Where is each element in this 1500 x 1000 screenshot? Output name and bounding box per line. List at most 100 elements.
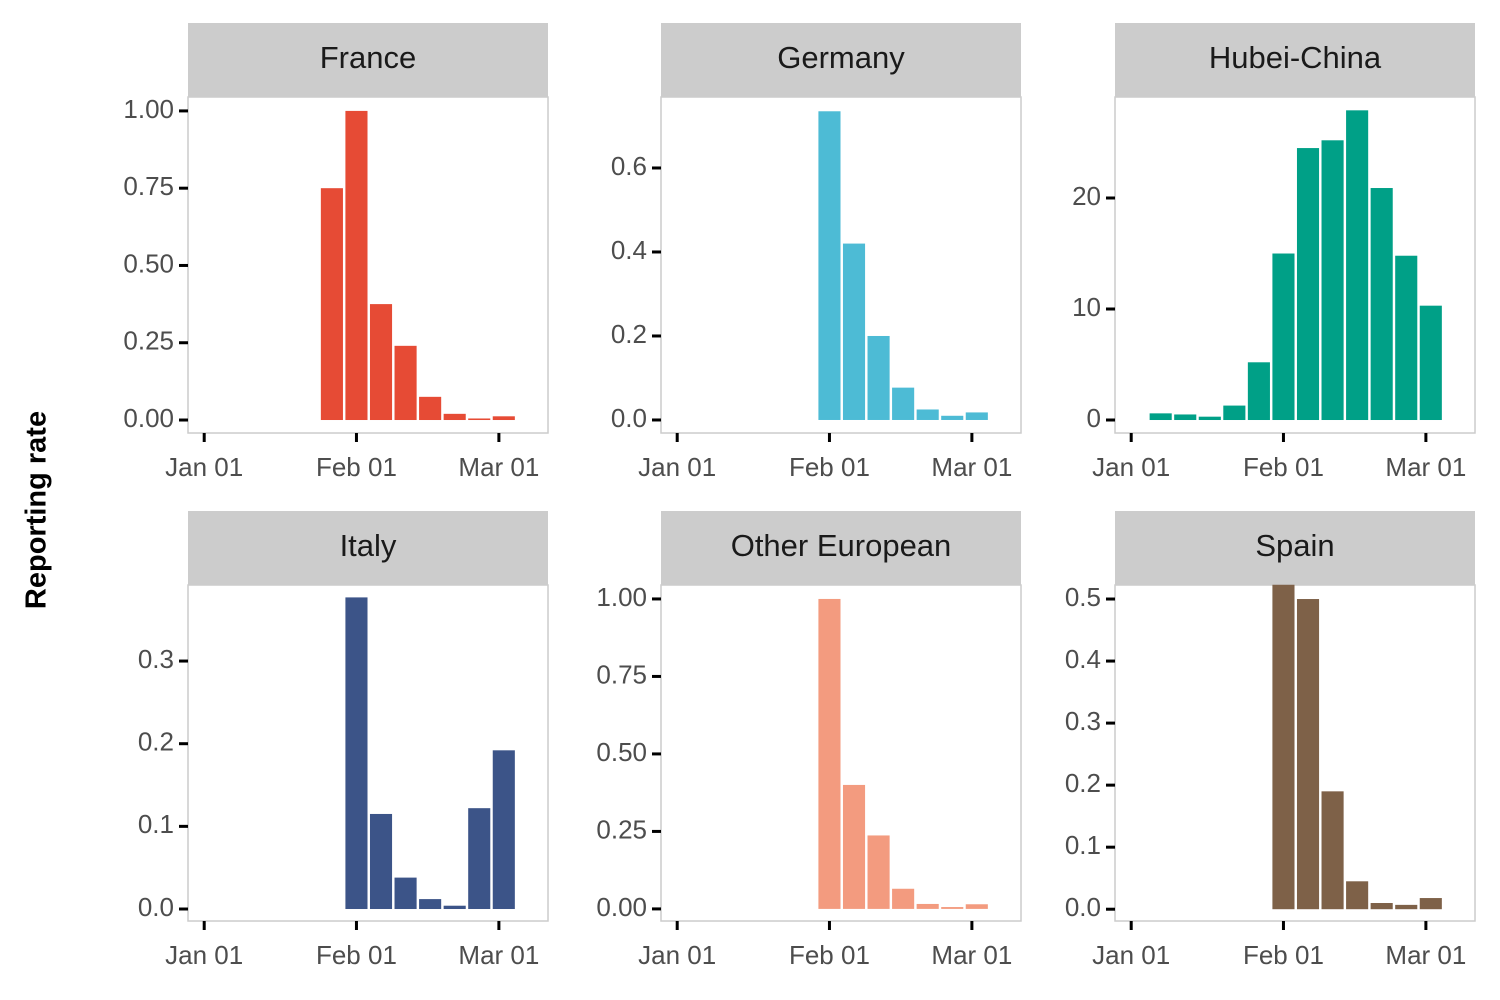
x-tick-label: Mar 01 xyxy=(1385,452,1466,482)
y-tick-label: 0.50 xyxy=(596,737,647,767)
panel-title: France xyxy=(320,40,416,75)
bar xyxy=(369,813,393,910)
bar xyxy=(1370,903,1393,910)
strip xyxy=(1115,511,1475,585)
x-tick-label: Mar 01 xyxy=(458,940,539,970)
panel xyxy=(1114,584,1476,922)
bar xyxy=(419,899,442,910)
x-tick-label: Feb 01 xyxy=(1243,940,1324,970)
panel-title: Spain xyxy=(1255,528,1334,563)
panel xyxy=(660,584,1022,922)
strip xyxy=(1115,23,1475,97)
strip xyxy=(188,511,548,585)
y-tick-label: 0.25 xyxy=(123,326,174,356)
x-tick-label: Mar 01 xyxy=(1385,940,1466,970)
bar xyxy=(818,598,841,909)
bar xyxy=(1174,414,1197,421)
x-tick-label: Jan 01 xyxy=(1092,452,1170,482)
y-tick-label: 0.1 xyxy=(138,809,174,839)
bar xyxy=(394,877,417,910)
bar xyxy=(892,387,915,420)
bar xyxy=(443,905,466,910)
bar xyxy=(394,345,417,421)
x-tick-label: Jan 01 xyxy=(165,940,243,970)
y-tick-label: 0.2 xyxy=(138,727,174,757)
bar xyxy=(1395,255,1418,421)
bar xyxy=(818,111,841,420)
bar xyxy=(941,415,964,420)
x-tick-label: Mar 01 xyxy=(931,452,1012,482)
bar xyxy=(965,904,988,909)
x-tick-label: Jan 01 xyxy=(165,452,243,482)
y-tick-label: 1.00 xyxy=(123,94,174,124)
y-tick-label: 0.75 xyxy=(596,659,647,689)
y-tick-label: 1.00 xyxy=(596,582,647,612)
bar xyxy=(468,418,491,421)
bar xyxy=(1272,584,1295,910)
bar xyxy=(941,907,964,909)
y-tick-label: 0.2 xyxy=(611,319,647,349)
x-tick-label: Feb 01 xyxy=(316,452,397,482)
bar xyxy=(1296,599,1320,910)
y-tick-label: 0.00 xyxy=(123,403,174,433)
y-axis-label: Reporting rate xyxy=(21,411,53,609)
bar xyxy=(492,750,515,910)
x-tick-label: Mar 01 xyxy=(458,452,539,482)
bar xyxy=(916,409,939,420)
bar xyxy=(867,835,890,909)
strip xyxy=(188,23,548,97)
bar xyxy=(1321,791,1344,910)
bar xyxy=(1223,405,1246,421)
x-tick-label: Jan 01 xyxy=(638,452,716,482)
panel xyxy=(660,96,1022,434)
y-tick-label: 0.0 xyxy=(1065,892,1101,922)
y-tick-label: 0.6 xyxy=(611,151,647,181)
bar xyxy=(369,304,393,421)
bar xyxy=(842,243,866,420)
y-tick-label: 0 xyxy=(1087,403,1101,433)
bar xyxy=(1419,305,1442,421)
panel-title: Other European xyxy=(731,528,952,563)
bar xyxy=(419,396,442,421)
bar xyxy=(1296,148,1320,421)
x-tick-label: Feb 01 xyxy=(1243,452,1324,482)
y-tick-label: 0.75 xyxy=(123,171,174,201)
strip xyxy=(661,511,1021,585)
y-tick-label: 0.4 xyxy=(611,235,647,265)
bar xyxy=(1272,253,1295,421)
x-tick-label: Feb 01 xyxy=(789,452,870,482)
strip xyxy=(661,23,1021,97)
bar xyxy=(345,110,368,421)
x-tick-label: Feb 01 xyxy=(316,940,397,970)
bar xyxy=(1247,362,1270,421)
y-tick-label: 0.0 xyxy=(138,892,174,922)
bar xyxy=(492,416,515,421)
bar xyxy=(1198,416,1221,421)
y-tick-label: 0.0 xyxy=(611,403,647,433)
y-tick-label: 0.4 xyxy=(1065,644,1101,674)
x-tick-label: Jan 01 xyxy=(638,940,716,970)
bar xyxy=(1419,898,1442,910)
y-tick-label: 10 xyxy=(1072,292,1101,322)
bar xyxy=(1149,413,1172,421)
bar xyxy=(443,413,466,421)
bar xyxy=(468,808,491,910)
y-tick-label: 0.50 xyxy=(123,248,174,278)
x-tick-label: Jan 01 xyxy=(1092,940,1170,970)
bar xyxy=(1395,904,1418,910)
bar xyxy=(320,188,343,421)
bar xyxy=(1370,188,1393,421)
bar xyxy=(965,412,988,420)
panel xyxy=(187,96,549,434)
bar xyxy=(1346,110,1369,421)
x-tick-label: Mar 01 xyxy=(931,940,1012,970)
y-tick-label: 0.25 xyxy=(596,814,647,844)
panel-title: Hubei-China xyxy=(1209,40,1382,75)
bar xyxy=(916,903,939,909)
y-tick-label: 0.3 xyxy=(138,644,174,674)
y-tick-label: 0.1 xyxy=(1065,830,1101,860)
bar xyxy=(867,335,890,420)
bar xyxy=(345,597,368,910)
y-tick-label: 0.3 xyxy=(1065,706,1101,736)
